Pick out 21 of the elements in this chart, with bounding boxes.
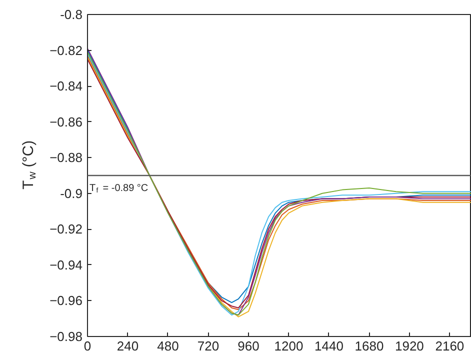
x-tick-label: 1680	[354, 338, 384, 354]
x-tick-label: 480	[157, 338, 179, 354]
y-tick-label: −0.86	[50, 114, 83, 130]
y-axis-title: Tw (°C)	[20, 140, 38, 190]
x-tick-label: 240	[116, 338, 139, 354]
y-tick-label: -0.9	[60, 186, 83, 201]
y-tick-label: −0.84	[50, 78, 83, 94]
y-tick-label: −0.92	[50, 222, 83, 237]
x-tick-label: 1200	[274, 338, 304, 354]
y-tick-label: −0.96	[50, 293, 83, 308]
x-tick-label: 720	[197, 338, 220, 354]
x-tick-label: 1440	[314, 338, 344, 354]
x-tick-label: 1920	[394, 338, 424, 354]
y-tick-label: -0.8	[60, 7, 83, 22]
y-tick-label: −0.82	[50, 42, 83, 58]
x-tick-label: 960	[238, 338, 260, 354]
y-tick-label: −0.98	[50, 329, 83, 344]
x-tick-label: 0	[84, 338, 92, 354]
y-tick-label: −0.94	[50, 257, 83, 272]
x-tick-label: 2160	[435, 338, 464, 354]
y-tick-label: −0.88	[50, 150, 83, 166]
